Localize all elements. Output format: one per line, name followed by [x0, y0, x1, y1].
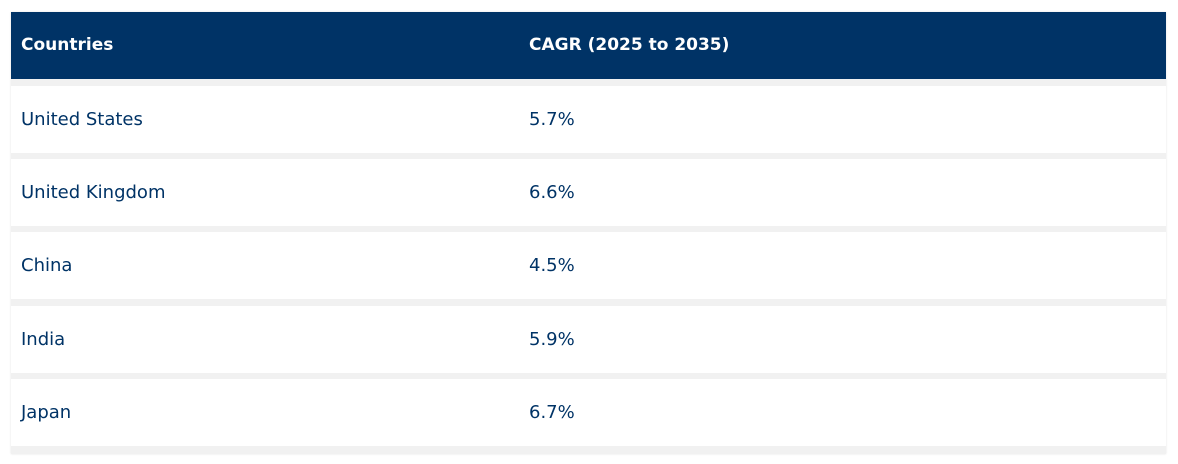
header-countries: Countries — [21, 35, 114, 55]
country-cell: China — [21, 255, 73, 276]
country-cell: India — [21, 329, 66, 350]
table-header-row: Countries CAGR (2025 to 2035) — [11, 12, 1166, 79]
cagr-cell: 6.6% — [529, 182, 575, 203]
table-row: China 4.5% — [11, 232, 1166, 299]
country-cell: United Kingdom — [21, 182, 166, 203]
country-cell: Japan — [21, 402, 72, 423]
table-row: United States 5.7% — [11, 86, 1166, 153]
header-cagr: CAGR (2025 to 2035) — [529, 35, 730, 55]
table-row: India 5.9% — [11, 306, 1166, 373]
cagr-table: Countries CAGR (2025 to 2035) United Sta… — [11, 12, 1166, 454]
table-row: Japan 6.7% — [11, 379, 1166, 446]
cagr-cell: 4.5% — [529, 255, 575, 276]
cagr-cell: 5.9% — [529, 329, 575, 350]
table-row: United Kingdom 6.6% — [11, 159, 1166, 226]
cagr-cell: 6.7% — [529, 402, 575, 423]
country-cell: United States — [21, 109, 143, 130]
cagr-cell: 5.7% — [529, 109, 575, 130]
